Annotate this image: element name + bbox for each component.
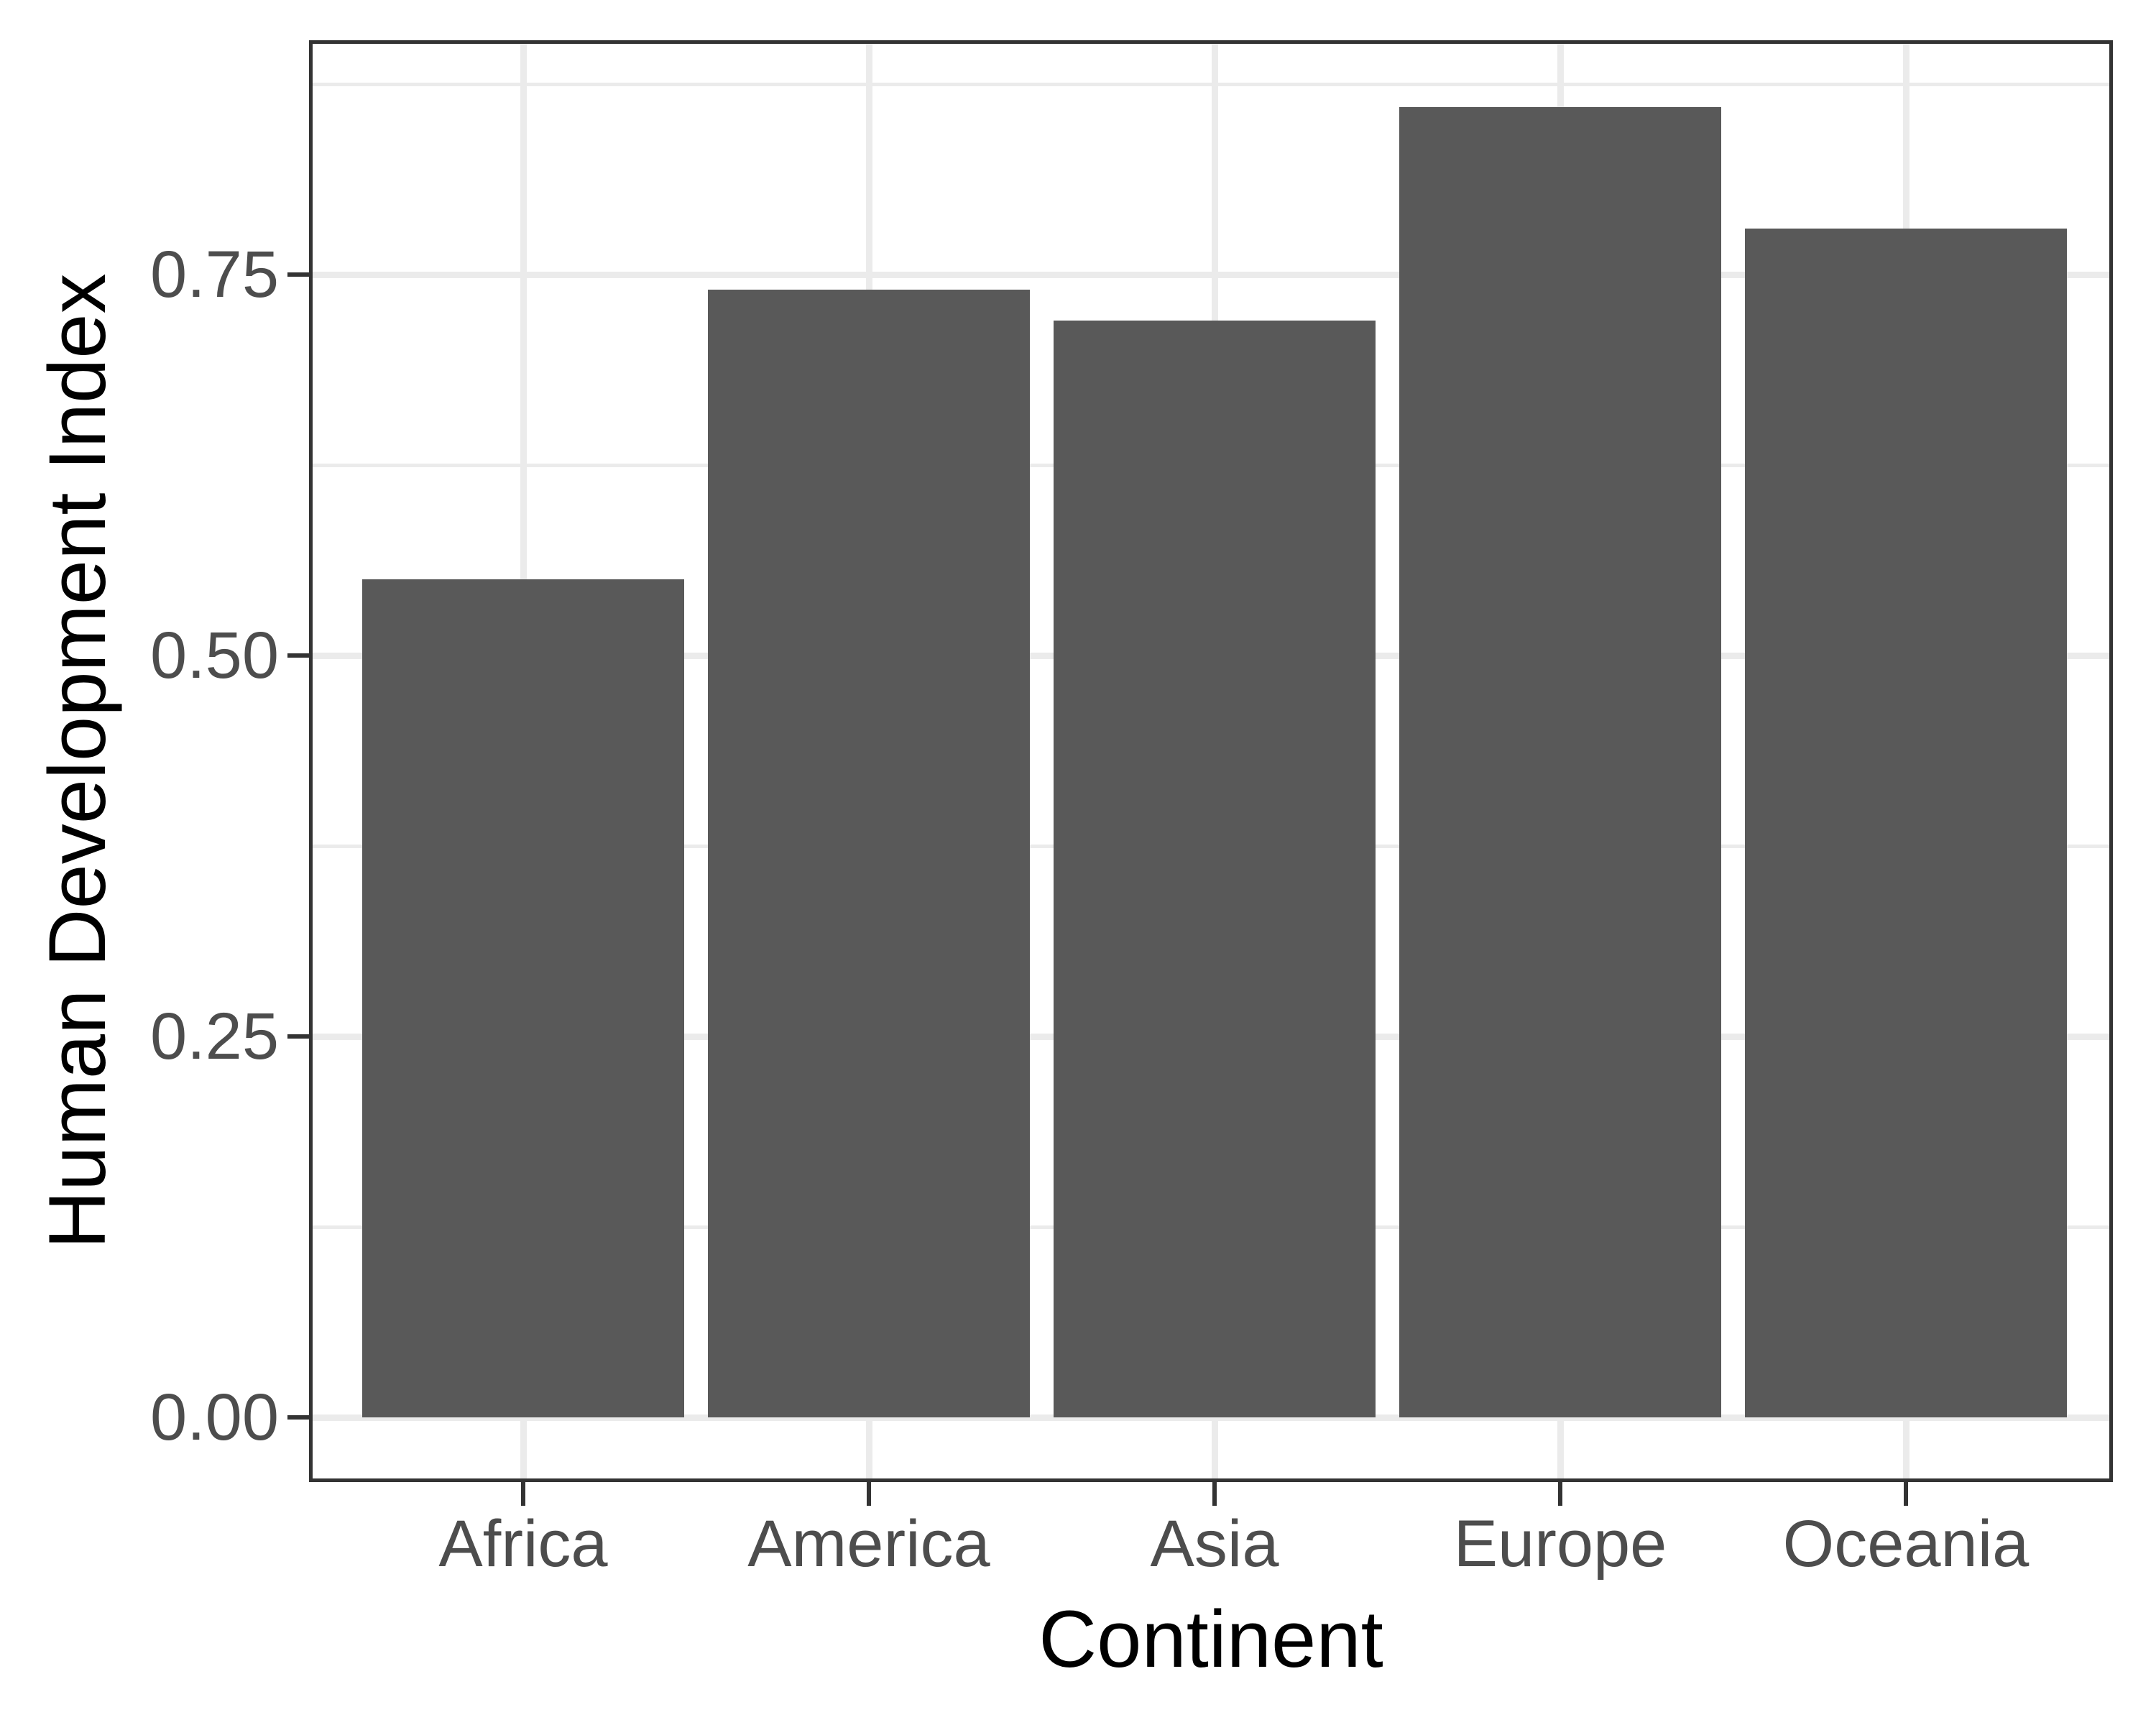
y-tick	[287, 653, 311, 658]
x-tick	[521, 1482, 525, 1506]
x-axis-title: Continent	[1038, 1594, 1383, 1684]
plot-area	[313, 44, 2109, 1478]
bar-africa	[362, 579, 684, 1417]
bar-europe	[1399, 107, 1721, 1417]
y-axis-title: Human Development Index	[32, 273, 122, 1249]
bar-america	[708, 290, 1030, 1417]
y-tick	[287, 1415, 311, 1420]
bar-oceania	[1745, 229, 2067, 1417]
y-tick-label: 0.75	[149, 238, 279, 311]
x-tick-label-america: America	[747, 1507, 990, 1581]
y-tick-label: 0.00	[149, 1381, 279, 1454]
x-tick-label-oceania: Oceania	[1782, 1507, 2030, 1581]
bar-asia	[1054, 321, 1376, 1417]
y-tick-label: 0.25	[149, 1000, 279, 1073]
y-gridline-minor	[313, 82, 2109, 86]
x-tick	[1212, 1482, 1217, 1506]
y-tick-label: 0.50	[149, 619, 279, 692]
y-gridline-major	[313, 1414, 2109, 1421]
x-tick-label-europe: Europe	[1453, 1507, 1667, 1581]
x-tick	[867, 1482, 871, 1506]
y-gridline-major	[313, 271, 2109, 278]
x-tick-label-africa: Africa	[438, 1507, 608, 1581]
x-tick	[1558, 1482, 1562, 1506]
x-tick-label-asia: Asia	[1150, 1507, 1279, 1581]
x-tick	[1904, 1482, 1908, 1506]
y-tick	[287, 1034, 311, 1039]
plot-panel	[309, 40, 2113, 1482]
y-tick	[287, 272, 311, 277]
